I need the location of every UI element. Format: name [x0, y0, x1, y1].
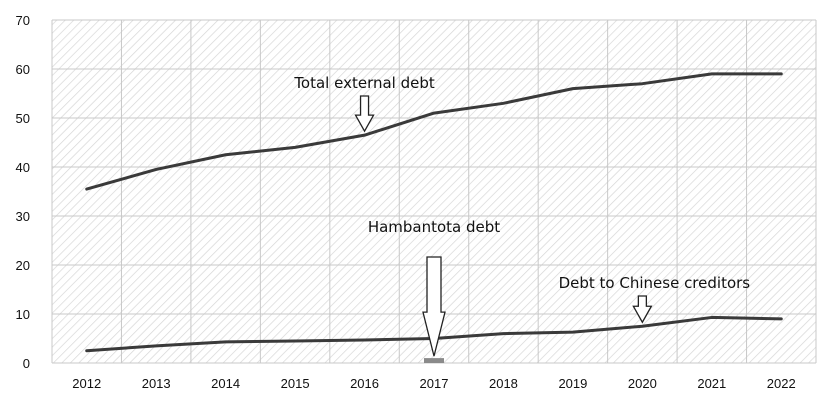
- x-tick-label: 2020: [628, 376, 657, 391]
- debt-to-chinese-creditors-annotation-arrow: [632, 295, 653, 324]
- x-tick-label: 2016: [350, 376, 379, 391]
- x-tick-label: 2017: [420, 376, 449, 391]
- x-tick-label: 2013: [142, 376, 171, 391]
- y-tick-label: 0: [23, 356, 30, 371]
- y-tick-label: 70: [16, 13, 30, 28]
- total-external-debt-annotation-arrow: [354, 95, 375, 133]
- hambantota-debt-annotation-arrow: [422, 256, 446, 357]
- x-tick-label: 2022: [767, 376, 796, 391]
- total-external-debt-line: [85, 72, 783, 191]
- x-tick-label: 2014: [211, 376, 240, 391]
- y-tick-label: 30: [16, 209, 30, 224]
- debt-to-chinese-creditors-annotation-label: Debt to Chinese creditors: [559, 274, 751, 292]
- hambantota-debt-bar: [424, 358, 444, 363]
- x-tick-label: 2019: [558, 376, 587, 391]
- x-tick-label: 2015: [281, 376, 310, 391]
- x-tick-label: 2021: [697, 376, 726, 391]
- hambantota-debt-annotation-label: Hambantota debt: [368, 218, 500, 236]
- x-tick-label: 2012: [72, 376, 101, 391]
- y-tick-label: 60: [16, 62, 30, 77]
- y-tick-label: 40: [16, 160, 30, 175]
- y-tick-label: 20: [16, 258, 30, 273]
- y-tick-label: 10: [16, 307, 30, 322]
- y-tick-label: 50: [16, 111, 30, 126]
- x-tick-label: 2018: [489, 376, 518, 391]
- total-external-debt-annotation-label: Total external debt: [293, 74, 435, 92]
